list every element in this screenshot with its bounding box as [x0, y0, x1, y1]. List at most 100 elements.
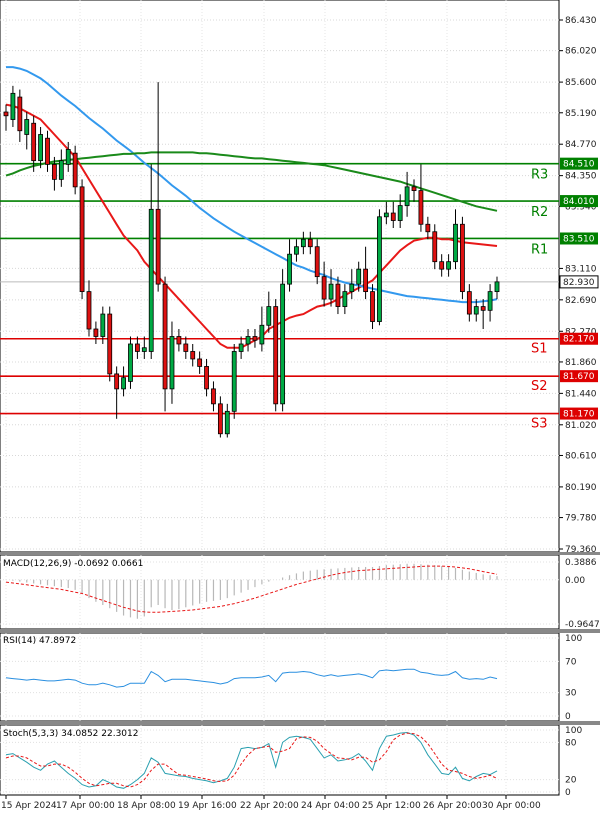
macd-tick-label: 0.3886	[565, 558, 597, 568]
candle-bear	[211, 388, 216, 405]
stoch-tick-label: 100	[565, 726, 582, 736]
stoch-title: Stoch(5,3,3) 34.0852 22.3012	[3, 729, 138, 739]
candle-bull	[300, 238, 306, 248]
candle-bull	[245, 336, 251, 345]
stoch-tick-label: 20	[565, 776, 577, 786]
time-tick-label: 17 Apr 00:00	[56, 801, 115, 811]
candle-bear	[466, 291, 472, 315]
candle-bear	[335, 283, 341, 307]
candle-bear	[155, 208, 161, 285]
support-resistance-levels: R3 R2 R1 S1 S2 S3	[0, 162, 559, 432]
candle-bear	[134, 343, 140, 352]
macd-tick-label: 0.00	[565, 576, 585, 586]
time-tick-label: 18 Apr 08:00	[117, 801, 176, 811]
candle-bull	[169, 336, 175, 390]
candle-bear	[93, 328, 99, 337]
level-price-tag-s2	[560, 370, 598, 383]
candle-bull	[100, 313, 106, 337]
candle-bull	[383, 212, 389, 218]
candle-bear	[314, 246, 320, 278]
price-panel-frame	[0, 0, 560, 553]
candle-bear	[321, 276, 327, 300]
candle-bull	[446, 261, 451, 270]
level-price-tag-r3	[560, 157, 598, 170]
candle-bear	[217, 403, 223, 435]
time-tick-label: 25 Apr 12:00	[362, 801, 421, 811]
time-tick-label: 15 Apr 2024	[1, 801, 57, 811]
candle-bull	[473, 306, 479, 315]
separator-macd	[0, 552, 600, 555]
price-tick-label: 86.430	[565, 16, 597, 26]
candle-bull	[280, 283, 286, 405]
level-price-tag-r1	[560, 232, 598, 245]
candle-bear	[31, 122, 37, 162]
time-tick-label: 19 Apr 16:00	[178, 801, 237, 811]
level-price-tag-text-s1: 82.170	[563, 335, 595, 345]
level-price-tag-text-s2: 81.670	[563, 372, 595, 382]
candle-bear	[17, 96, 23, 132]
rsi-line	[5, 668, 498, 688]
candle-bull	[224, 410, 230, 435]
ma-line-0	[5, 103, 498, 349]
candle-bull	[10, 92, 16, 120]
price-panel: R3 R2 R1 S1 S2 S3 86.430 86.020 85.600 85.190 84.…	[0, 0, 599, 555]
stoch-tick-label: 0	[565, 788, 571, 798]
candle-bear	[176, 336, 182, 345]
rsi-panel: RSI(14) 47.8972 100 70 30 0	[0, 632, 582, 722]
macd-panel: MACD(12,26,9) -0.0692 0.0661 0.3886 0.00 -…	[0, 554, 600, 630]
rsi-tick-label: 70	[565, 657, 577, 667]
candle-bull	[148, 208, 154, 352]
price-tick-label: 79.780	[565, 514, 597, 524]
stoch-axis: 100 80 20 0	[565, 726, 582, 798]
separator-rsi	[0, 629, 600, 633]
level-name-r1: R1	[531, 242, 548, 257]
level-name-s3: S3	[531, 417, 548, 432]
macd-marks	[5, 563, 498, 619]
price-tick-label: 80.610	[565, 451, 597, 461]
price-tick-label: 81.440	[565, 389, 597, 399]
candlesticks	[3, 82, 500, 438]
candle-bull	[128, 343, 133, 382]
candle-bear	[363, 268, 369, 293]
candle-bear	[370, 291, 375, 322]
level-price-tag-text-s3: 81.170	[563, 410, 595, 420]
rsi-tick-label: 0	[565, 712, 571, 722]
candle-bull	[238, 343, 244, 352]
candle-bear	[79, 186, 85, 293]
candle-bull	[65, 149, 71, 165]
candle-bear	[162, 283, 168, 390]
level-name-s2: S2	[531, 379, 548, 394]
stoch-panel: Stoch(5,3,3) 34.0852 22.3012 100 80 20 0	[0, 724, 582, 798]
candle-bull	[487, 291, 493, 311]
level-price-tag-text-r1: 83.510	[563, 234, 595, 244]
price-tick-label: 79.360	[565, 545, 597, 555]
level-price-tag-r2	[560, 195, 598, 208]
candle-bear	[52, 164, 57, 180]
candle-bull	[259, 324, 265, 345]
stoch-d-line	[5, 732, 498, 788]
price-tick-label: 81.860	[565, 358, 597, 368]
candle-bull	[294, 246, 299, 255]
ma-line-1	[6, 66, 498, 304]
macd-signal-line	[5, 565, 498, 613]
candle-bear	[107, 313, 113, 375]
candle-bull	[141, 347, 147, 352]
level-name-r3: R3	[531, 168, 548, 183]
time-tick-label: 30 Apr 00:00	[482, 801, 541, 811]
level-name-s1: S1	[531, 342, 548, 357]
candle-bear	[86, 291, 92, 330]
candle-bull	[404, 186, 410, 206]
candle-bear	[114, 373, 120, 390]
current-price-tag-text: 82.930	[563, 278, 595, 288]
macd-grid	[0, 555, 559, 629]
current-price-tag	[559, 275, 599, 289]
rsi-tick-label: 100	[565, 634, 582, 644]
candle-bear	[204, 366, 209, 390]
stoch-marks	[5, 731, 498, 789]
candle-bear	[307, 238, 313, 248]
candle-bear	[411, 186, 417, 191]
level-price-tags: 84.510 84.010 83.510 82.170 81.670 81.170 82.9…	[559, 157, 599, 420]
candle-bear	[45, 137, 50, 165]
price-tick-label: 82.270	[565, 327, 597, 337]
separator-stoch	[0, 721, 600, 725]
